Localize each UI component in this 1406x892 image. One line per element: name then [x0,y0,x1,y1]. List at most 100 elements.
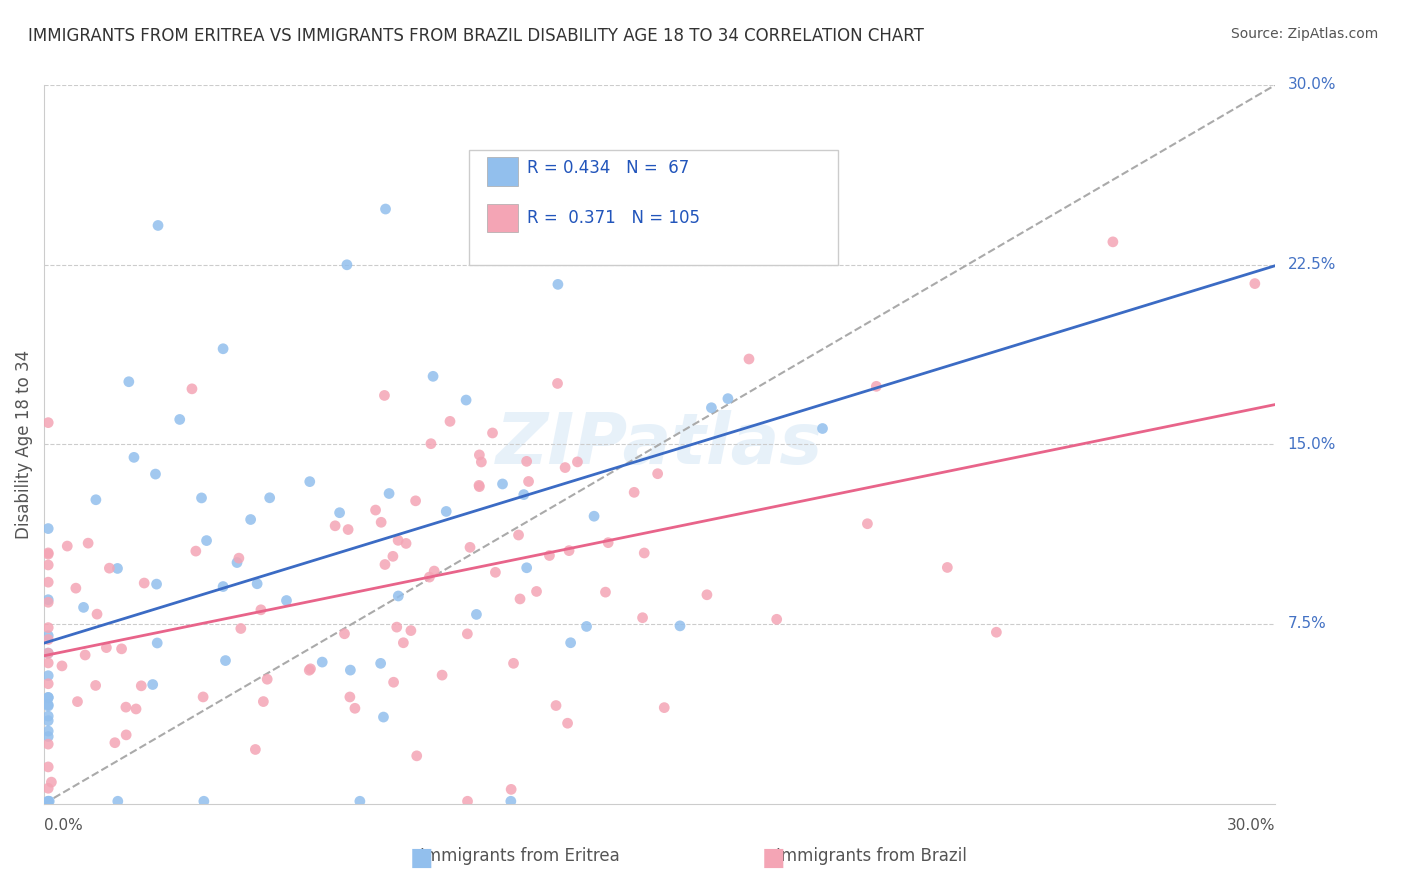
Point [169,412,191,426]
Point [1102,235,1125,249]
Point [118,375,141,389]
Point [501,782,523,797]
Point [696,588,718,602]
Point [381,549,404,564]
Point [516,454,538,468]
FancyBboxPatch shape [468,150,838,265]
Point [41,775,63,789]
Text: 30.0%: 30.0% [1288,78,1336,93]
Text: 15.0%: 15.0% [1288,437,1336,452]
Point [598,535,620,549]
Point [385,620,408,634]
Point [142,677,165,691]
Point [339,690,361,704]
Point [516,561,538,575]
Point [423,564,446,578]
Point [65,581,87,595]
Point [37,698,59,713]
Point [190,491,212,505]
Point [246,576,269,591]
Point [349,794,371,808]
Point [250,603,273,617]
Point [98,561,121,575]
Point [554,460,576,475]
Point [558,543,581,558]
Point [146,219,169,233]
Point [129,679,152,693]
Point [468,480,491,494]
Point [226,556,249,570]
Point [37,646,59,660]
Point [378,486,401,500]
Point [66,695,89,709]
Point [145,577,167,591]
Point [439,414,461,428]
Point [125,702,148,716]
Point [457,794,479,808]
Point [37,690,59,705]
Point [86,607,108,621]
Point [387,589,409,603]
Point [37,592,59,607]
Point [333,626,356,640]
Point [37,646,59,660]
Point [110,641,132,656]
Point [96,640,118,655]
Text: R =  0.371   N = 105: R = 0.371 N = 105 [527,209,700,227]
Text: ■: ■ [411,846,433,870]
Point [37,730,59,744]
Point [395,536,418,550]
Point [107,561,129,575]
Point [856,516,879,531]
Point [51,659,73,673]
Point [470,455,492,469]
Point [212,342,235,356]
Text: Source: ZipAtlas.com: Source: ZipAtlas.com [1230,27,1378,41]
Point [499,794,522,808]
Point [336,258,359,272]
Point [647,467,669,481]
Text: 7.5%: 7.5% [1288,616,1326,632]
Point [229,622,252,636]
Point [405,493,427,508]
Point [456,627,478,641]
Point [37,698,59,712]
Point [508,528,530,542]
Point [37,656,59,670]
Point [557,716,579,731]
Text: Immigrants from Brazil: Immigrants from Brazil [776,847,967,865]
Point [374,558,396,572]
Point [491,477,513,491]
Point [245,742,267,756]
Point [538,549,561,563]
Point [37,546,59,560]
Point [595,585,617,599]
Point [84,678,107,692]
Point [37,416,59,430]
Point [195,533,218,548]
Y-axis label: Disability Age 18 to 34: Disability Age 18 to 34 [15,350,32,539]
Point [107,794,129,808]
Text: 0.0%: 0.0% [44,818,83,833]
Point [370,516,392,530]
Point [37,595,59,609]
Point [481,425,503,440]
Point [37,709,59,723]
Point [811,421,834,435]
Point [37,621,59,635]
Point [37,522,59,536]
Point [298,475,321,489]
Point [134,576,156,591]
Text: ZIPatlas: ZIPatlas [496,409,824,479]
Point [526,584,548,599]
Point [337,523,360,537]
Point [418,570,440,584]
Point [37,794,59,808]
Point [228,551,250,566]
Point [299,662,322,676]
Point [343,701,366,715]
Text: 22.5%: 22.5% [1288,257,1336,272]
Point [214,654,236,668]
Text: ■: ■ [762,846,785,870]
Point [37,794,59,808]
